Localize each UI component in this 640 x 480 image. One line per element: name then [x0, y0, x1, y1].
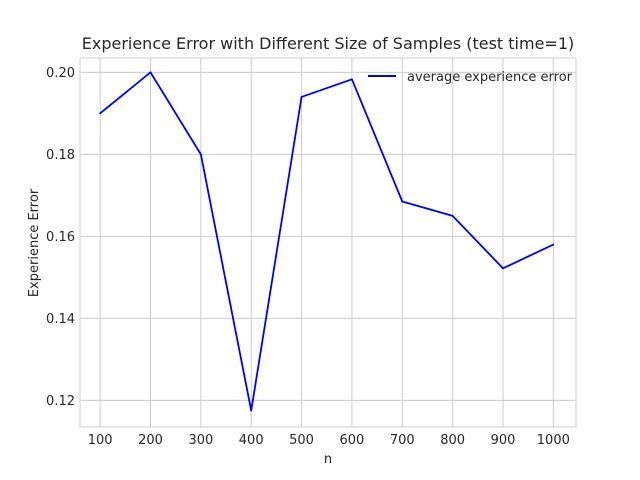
x-tick-label: 800 — [440, 433, 465, 448]
data-point — [552, 243, 555, 246]
y-tick-label: 0.12 — [46, 394, 75, 409]
x-tick-label: 600 — [340, 433, 365, 448]
data-point — [149, 71, 152, 74]
data-point — [250, 409, 253, 412]
data-point — [351, 78, 353, 81]
legend-label: average experience error — [407, 70, 573, 85]
series-line — [99, 71, 554, 412]
x-tick-labels: 100 200 300 400 500 600 700 800 900 1000 — [88, 433, 570, 448]
y-tick-labels: 0.12 0.14 0.16 0.18 0.20 — [46, 66, 75, 409]
grid-lines — [80, 58, 576, 427]
y-tick-label: 0.16 — [46, 230, 75, 245]
y-tick-label: 0.18 — [46, 148, 75, 163]
y-tick-label: 0.20 — [46, 66, 75, 81]
data-point — [502, 267, 504, 270]
x-axis-label: n — [324, 452, 332, 467]
data-point — [99, 112, 102, 115]
x-tick-label: 200 — [138, 433, 163, 448]
data-point — [451, 214, 454, 217]
x-tick-label: 900 — [491, 433, 516, 448]
chart-title: Experience Error with Different Size of … — [82, 34, 575, 53]
y-axis-label: Experience Error — [27, 188, 42, 297]
data-point — [300, 96, 303, 98]
x-tick-label: 500 — [289, 433, 314, 448]
legend: average experience error — [368, 70, 573, 85]
plot-frame — [79, 57, 577, 428]
x-tick-label: 700 — [390, 433, 415, 448]
data-point — [199, 153, 202, 156]
series-lines — [99, 71, 555, 412]
x-tick-label: 300 — [188, 433, 213, 448]
x-tick-label: 400 — [239, 433, 264, 448]
x-tick-label: 100 — [88, 433, 113, 448]
x-tick-label: 1000 — [537, 433, 570, 448]
y-tick-label: 0.14 — [46, 312, 75, 327]
data-point — [401, 200, 404, 203]
